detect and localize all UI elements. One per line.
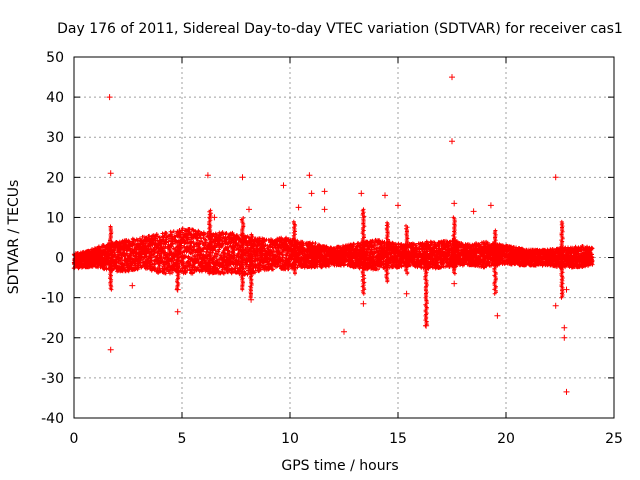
grid-lines xyxy=(74,57,614,418)
outlier-point xyxy=(358,190,365,197)
data-spike xyxy=(492,228,498,296)
outlier-point xyxy=(341,328,347,335)
outlier-point xyxy=(295,204,302,211)
axis-tick-labels: 0 5 10 15 20 25 -40 -30 -20 -10 0 10 20 30 40 50 xyxy=(41,50,623,447)
data-spike xyxy=(291,219,298,276)
data-spike xyxy=(403,223,410,276)
plot-frame xyxy=(73,56,615,419)
x-tick-label: 15 xyxy=(389,431,407,447)
outlier-point xyxy=(239,174,246,181)
outlier-point xyxy=(321,188,328,195)
outlier-point xyxy=(451,200,458,207)
outlier-point xyxy=(451,280,458,287)
outlier-point xyxy=(306,172,313,179)
outlier-point xyxy=(129,282,136,289)
y-tick-label: 20 xyxy=(46,170,64,186)
y-tick-label: 30 xyxy=(46,130,64,146)
outlier-point xyxy=(248,296,255,303)
chart-title: Day 176 of 2011, Sidereal Day-to-day VTE… xyxy=(57,21,623,37)
outlier-point xyxy=(382,192,388,199)
outlier-point xyxy=(107,346,114,353)
x-tick-label: 20 xyxy=(497,431,515,447)
outlier-point xyxy=(107,170,114,177)
outlier-point xyxy=(561,324,568,331)
outlier-point xyxy=(487,202,494,209)
outlier-point xyxy=(423,322,430,329)
x-tick-label: 0 xyxy=(70,431,79,447)
data-spike xyxy=(559,219,565,300)
outlier-point xyxy=(552,302,559,309)
data-spike xyxy=(239,216,246,292)
data-spike xyxy=(207,208,213,276)
outlier-point xyxy=(204,172,211,179)
outlier-point xyxy=(395,202,401,209)
outlier-point xyxy=(308,190,315,197)
data-spike xyxy=(451,215,457,276)
outlier-point xyxy=(246,206,252,213)
outlier-point xyxy=(360,300,367,307)
outlier-point xyxy=(563,388,570,395)
outlier-point xyxy=(470,208,477,215)
outlier-point xyxy=(494,312,501,319)
y-axis-label: SDTVAR / TECUs xyxy=(6,180,22,295)
outlier-point xyxy=(194,234,201,241)
outlier-point xyxy=(449,138,455,145)
outlier-point xyxy=(563,286,570,293)
y-tick-label: 40 xyxy=(46,90,64,106)
x-tick-label: 5 xyxy=(178,431,187,447)
outlier-point xyxy=(174,286,181,293)
y-tick-label: -20 xyxy=(41,331,64,347)
y-tick-label: 50 xyxy=(46,50,64,66)
y-tick-label: 10 xyxy=(46,210,64,226)
outlier-point xyxy=(552,174,559,181)
data-spike xyxy=(360,207,367,296)
data-spike xyxy=(384,220,390,284)
outlier-point xyxy=(321,206,328,213)
data-spike xyxy=(107,224,114,292)
outlier-point xyxy=(106,94,113,101)
x-tick-label: 10 xyxy=(281,431,299,447)
outlier-point xyxy=(280,182,287,189)
y-tick-label: -30 xyxy=(41,371,64,387)
x-axis-label: GPS time / hours xyxy=(281,458,398,474)
outlier-point xyxy=(174,308,181,315)
y-tick-label: 0 xyxy=(55,251,64,267)
y-tick-label: -10 xyxy=(41,291,64,307)
data-points xyxy=(71,74,595,395)
outlier-point xyxy=(403,290,410,297)
y-tick-label: -40 xyxy=(41,411,64,427)
outlier-point xyxy=(561,334,568,341)
outlier-point xyxy=(211,214,218,221)
outlier-point xyxy=(252,236,259,243)
x-tick-label: 25 xyxy=(605,431,623,447)
outlier-point xyxy=(449,74,455,81)
